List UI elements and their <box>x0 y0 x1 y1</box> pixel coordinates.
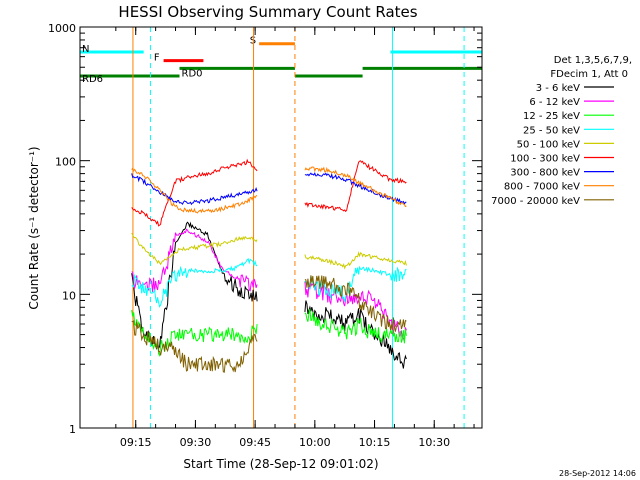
x-axis-ticks: 09:15 09:30 09:45 10:00 10:15 10:30 <box>115 27 475 449</box>
x-axis-label: Start Time (28-Sep-12 09:01:02) <box>183 457 378 471</box>
x-tick-label: 09:30 <box>180 436 212 449</box>
plot-frame <box>79 26 483 429</box>
y-axis-label: Count Rate (s⁻¹ detector⁻¹) <box>27 146 41 309</box>
chart-title: HESSI Observing Summary Count Rates <box>118 3 417 21</box>
legend-label-2: 6 - 12 keV <box>529 97 580 108</box>
legend-header-attenuator: FDecim 1, Att 0 <box>550 69 628 80</box>
legend-label-7: 300 - 800 keV <box>510 168 580 179</box>
legend-label-4: 25 - 50 keV <box>523 125 580 136</box>
series-line-3-part-1 <box>131 309 258 357</box>
y-tick-label: 1 <box>69 423 76 436</box>
x-tick-label: 09:45 <box>239 436 271 449</box>
instrument-flags: N F S RD0 RD6 <box>80 36 482 85</box>
y-tick-label: 10 <box>62 289 76 302</box>
y-tick-label: 1000 <box>48 22 76 35</box>
x-tick-label: 10:30 <box>418 436 450 449</box>
series-line-4-part-2 <box>304 265 407 302</box>
series-line-6-part-1 <box>131 158 258 227</box>
legend-header-detectors: Det 1,3,5,6,7,9, <box>554 55 632 66</box>
flag-n-label: N <box>82 44 89 55</box>
flag-s-label: S <box>250 36 256 47</box>
legend-label-3: 12 - 25 keV <box>523 111 580 122</box>
x-tick-label: 09:15 <box>120 436 152 449</box>
series-line-8-part-1 <box>131 166 258 214</box>
series-line-7-part-2 <box>304 171 407 205</box>
timestamp: 28-Sep-2012 14:06 <box>559 469 636 478</box>
series-line-5-part-1 <box>131 232 258 266</box>
y-axis-ticks: 1 10 100 1000 <box>48 22 482 436</box>
series-line-8-part-2 <box>304 166 407 208</box>
event-markers <box>132 27 465 428</box>
legend-label-9: 7000 - 20000 keV <box>491 196 580 207</box>
series-line-3-part-2 <box>304 308 407 344</box>
flag-rd0-label: RD0 <box>182 68 203 79</box>
series-line-1-part-1 <box>131 221 258 350</box>
series-line-5-part-2 <box>304 251 407 270</box>
series-lines <box>131 158 407 373</box>
series-line-9-part-1 <box>131 320 258 373</box>
x-tick-label: 10:15 <box>359 436 391 449</box>
series-line-2-part-1 <box>131 228 258 293</box>
legend-label-1: 3 - 6 keV <box>536 83 580 94</box>
legend-label-8: 800 - 7000 keV <box>504 182 580 193</box>
flag-rd6-label: RD6 <box>82 74 103 85</box>
flag-f-label: F <box>154 53 160 64</box>
series-line-4-part-1 <box>131 258 258 308</box>
legend-label-5: 50 - 100 keV <box>517 139 581 150</box>
x-tick-label: 10:00 <box>299 436 331 449</box>
legend: 3 - 6 keV 6 - 12 keV 12 - 25 keV 25 - 50 ke… <box>491 83 614 207</box>
legend-label-6: 100 - 300 keV <box>510 154 580 165</box>
y-tick-label: 100 <box>55 156 76 169</box>
series-line-9-part-2 <box>304 275 407 332</box>
series-line-7-part-1 <box>131 173 258 206</box>
series-line-6-part-2 <box>304 160 407 213</box>
series-line-1-part-2 <box>304 300 407 369</box>
